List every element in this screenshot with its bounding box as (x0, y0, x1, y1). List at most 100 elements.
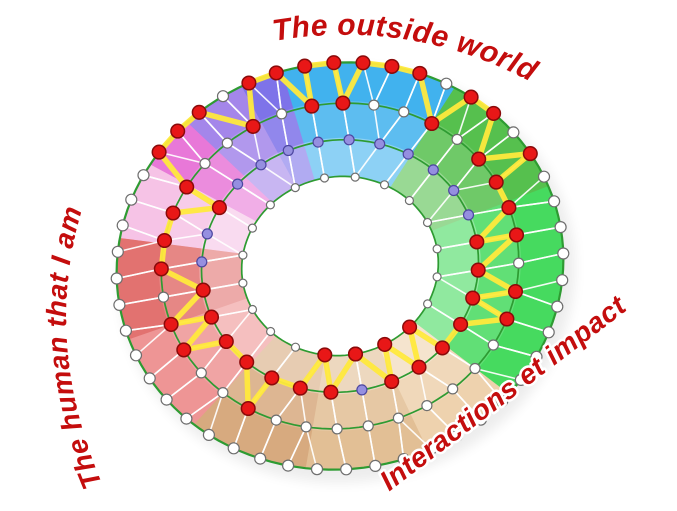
purple-node (196, 256, 208, 268)
mesh-edge (287, 150, 297, 188)
red-node (304, 98, 320, 114)
white-node (125, 193, 138, 206)
mesh-edge (206, 233, 244, 256)
mesh-edge (515, 279, 563, 293)
white-node (129, 349, 143, 362)
white-node (202, 428, 215, 441)
mesh-edge (125, 323, 172, 332)
mesh-edge (204, 162, 239, 185)
white-node (350, 172, 360, 182)
white-node (397, 453, 410, 466)
white-node (530, 350, 543, 363)
white-node (331, 423, 343, 435)
red-node (412, 65, 428, 81)
white-node (137, 169, 150, 182)
mesh-edge (348, 139, 356, 178)
white-node (119, 324, 133, 337)
mesh-edge (493, 344, 537, 358)
purple-node (232, 178, 244, 190)
label-human-that-i-am-text: The human that I am (39, 200, 110, 496)
mesh-edge (397, 417, 432, 450)
red-node-layer (151, 55, 538, 417)
red-node (335, 95, 351, 111)
red-node (317, 347, 333, 363)
mesh-edge (508, 200, 555, 209)
white-node (547, 195, 561, 208)
white-node (143, 372, 156, 385)
mesh-edge (373, 104, 381, 145)
red-node (176, 342, 192, 358)
white-node (514, 373, 528, 386)
white-node (507, 126, 520, 139)
white-node (422, 217, 433, 228)
mesh-edge (208, 392, 224, 436)
red-node (191, 104, 207, 120)
mesh-edge (237, 183, 271, 206)
mesh-edge (474, 367, 522, 381)
mesh-edge (397, 417, 405, 460)
red-node (195, 282, 211, 298)
red-node (347, 346, 364, 362)
purple-node (282, 144, 294, 157)
mesh-edge (518, 252, 564, 264)
mesh-edge (280, 113, 290, 151)
white-node (496, 394, 509, 407)
red-node (239, 354, 255, 370)
purple-node (343, 134, 355, 146)
white-node (379, 180, 390, 190)
mesh-edge (474, 367, 503, 402)
mesh-edge (508, 176, 545, 209)
white-node (238, 278, 248, 288)
mesh-edge (383, 153, 409, 186)
mesh-edge (259, 419, 277, 459)
white-node (290, 183, 300, 193)
white-node (300, 421, 312, 433)
red-node (465, 290, 481, 306)
white-node (265, 200, 275, 210)
red-node (170, 123, 186, 139)
mesh-edge (260, 164, 296, 189)
white-node (157, 291, 170, 303)
white-node (282, 459, 295, 472)
white-node (217, 387, 229, 399)
white-node (266, 326, 276, 337)
red-node (297, 58, 313, 74)
hole-fill (241, 176, 439, 356)
mesh-edge (305, 426, 318, 470)
white-node (557, 247, 570, 260)
red-node (211, 200, 227, 216)
red-node (384, 58, 400, 74)
white-node (238, 250, 248, 260)
red-node (241, 75, 257, 91)
white-node (368, 99, 380, 111)
white-node (556, 274, 569, 287)
red-node (411, 359, 427, 375)
red-node (268, 65, 284, 81)
red-node (384, 373, 400, 390)
white-node (537, 170, 551, 183)
mesh-edge (354, 143, 381, 178)
purple-node (312, 136, 324, 148)
white-node (195, 367, 207, 379)
mesh-edge (117, 239, 165, 253)
white-node (340, 463, 353, 476)
red-node (377, 336, 393, 352)
white-node (392, 412, 404, 424)
white-node (199, 157, 211, 170)
white-node (369, 459, 382, 472)
red-node (499, 311, 515, 327)
white-node (421, 400, 433, 412)
red-node (245, 118, 261, 134)
red-node (264, 370, 280, 386)
red-node (153, 261, 169, 277)
white-node (404, 195, 414, 206)
red-node (165, 205, 181, 221)
white-node (554, 221, 567, 234)
white-node (451, 133, 463, 145)
white-node (310, 463, 324, 476)
red-node (434, 340, 450, 356)
red-node (453, 316, 469, 332)
red-node (508, 227, 525, 243)
purple-node (402, 148, 414, 160)
